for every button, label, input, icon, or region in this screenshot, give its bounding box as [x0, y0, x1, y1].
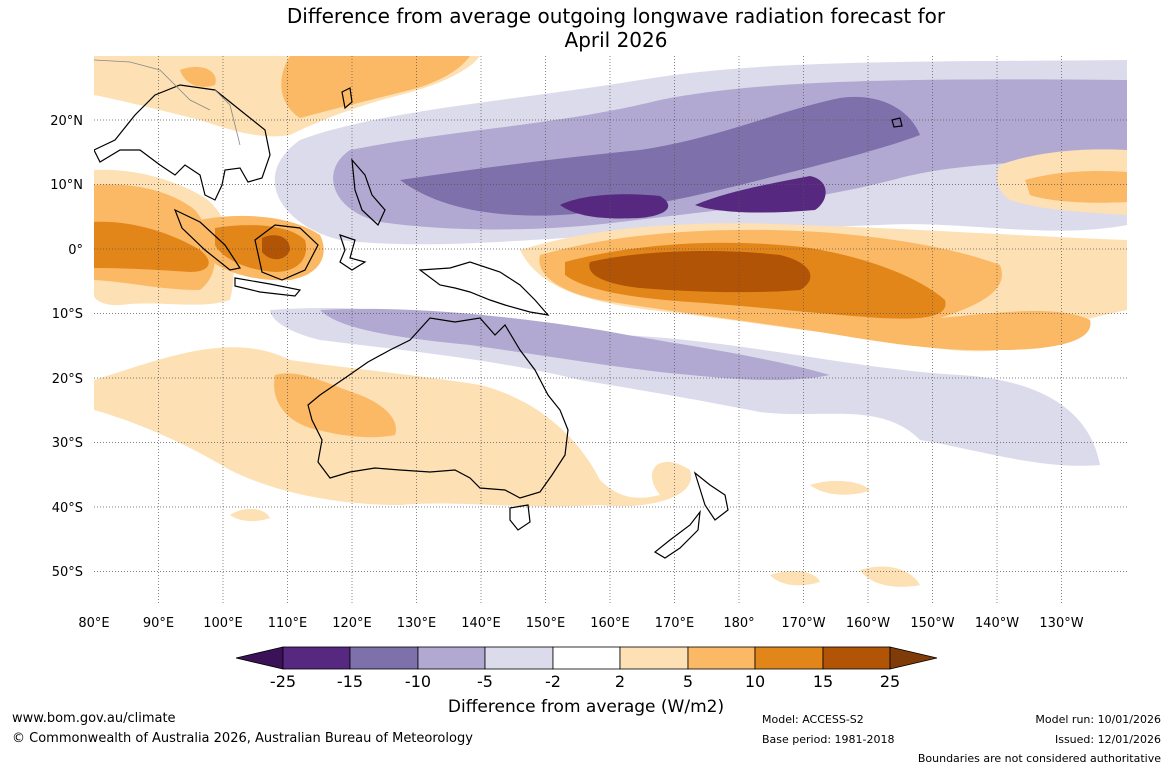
lon-label: 90°E	[143, 616, 174, 631]
chart-title: Difference from average outgoing longwav…	[0, 4, 1173, 52]
lat-label: 20°N	[50, 114, 83, 129]
anomaly-region-medium-orange	[281, 56, 470, 118]
coast-australia	[307, 317, 569, 499]
colorbar-tick-label: -5	[477, 672, 493, 691]
model-run-date: Model run: 10/01/2026	[1035, 713, 1161, 726]
country-borders	[94, 59, 241, 146]
colorbar-segment	[822, 646, 891, 670]
title-line-1: Difference from average outgoing longwav…	[286, 4, 946, 28]
anomaly-region-deep-orange	[262, 235, 290, 260]
coast-mainland-asia	[94, 84, 271, 201]
website-link[interactable]: www.bom.gov.au/climate	[12, 711, 176, 726]
coast-philippines	[351, 158, 386, 227]
anomaly-region-deep-purple	[695, 176, 826, 213]
anomaly-region-light-orange	[860, 566, 920, 587]
anomaly-region-light-orange	[230, 508, 270, 522]
model-name: Model: ACCESS-S2	[762, 713, 864, 726]
lat-label: 50°S	[52, 565, 83, 580]
lon-label: 140°E	[461, 616, 501, 631]
colorbar: -25 -15 -10 -5 -2 2 5 10 15 25 Differenc…	[235, 646, 938, 717]
lon-label: 80°E	[78, 616, 109, 631]
coast-new-zealand-south	[653, 509, 701, 559]
lon-label: 110°E	[268, 616, 308, 631]
colorbar-tick-label: 10	[745, 672, 765, 691]
title-line-2: April 2026	[564, 28, 668, 52]
coast-tasmania	[509, 504, 531, 531]
latitude-axis: 20°N 10°N 0° 10°S 20°S 30°S 40°S 50°S	[50, 114, 83, 580]
lon-label: 160°W	[846, 616, 890, 631]
lon-label: 150°W	[910, 616, 954, 631]
lat-label: 10°N	[50, 178, 83, 193]
colorbar-low-extension	[235, 646, 284, 670]
anomaly-region-light-orange	[770, 570, 820, 586]
anomaly-region-dark-orange	[94, 221, 209, 272]
anomaly-region-light-purple	[270, 307, 1100, 466]
lon-label: 150°E	[526, 616, 566, 631]
lon-label: 170°E	[655, 616, 695, 631]
base-period: Base period: 1981-2018	[762, 733, 895, 746]
colorbar-high-extension	[889, 646, 938, 670]
lon-label: 160°E	[590, 616, 630, 631]
lon-label: 140°W	[975, 616, 1019, 631]
lat-label: 30°S	[52, 436, 83, 451]
coast-hawaii	[891, 117, 903, 128]
lat-label: 0°	[68, 243, 83, 258]
lon-label: 100°E	[203, 616, 243, 631]
colorbar-segment	[754, 646, 824, 670]
colorbar-tick-label: -2	[545, 672, 561, 691]
anomaly-region-medium-orange	[1025, 170, 1127, 203]
colorbar-tick-label: -15	[337, 672, 363, 691]
lat-label: 10°S	[52, 307, 83, 322]
colorbar-tick-label: -25	[270, 672, 296, 691]
anomaly-region-deep-purple	[560, 194, 669, 219]
colorbar-tick-label: -10	[405, 672, 431, 691]
colorbar-segment	[282, 646, 351, 670]
anomaly-field	[94, 56, 1127, 603]
coast-sumatra	[173, 208, 241, 271]
longitude-axis: 80°E 90°E 100°E 110°E 120°E 130°E 140°E …	[78, 616, 1083, 631]
anomaly-region-medium-orange	[180, 66, 216, 87]
colorbar-tick-label: 15	[813, 672, 833, 691]
coast-new-zealand-north	[693, 471, 729, 521]
issued-date: Issued: 12/01/2026	[1054, 733, 1161, 746]
coastlines	[94, 84, 903, 559]
boundaries-disclaimer: Boundaries are not considered authoritat…	[917, 752, 1161, 765]
anomaly-region-dark-orange	[215, 225, 307, 272]
lon-label: 170°W	[781, 616, 825, 631]
lon-label: 180°	[723, 616, 754, 631]
copyright-text: © Commonwealth of Australia 2026, Austra…	[12, 731, 473, 746]
anomaly-region-deep-orange	[589, 250, 811, 293]
colorbar-segment	[687, 646, 756, 670]
lon-label: 130°W	[1039, 616, 1083, 631]
coast-new-guinea	[418, 261, 550, 316]
colorbar-segment	[417, 646, 486, 670]
anomaly-region-dark-purple	[400, 96, 920, 216]
colorbar-segment	[619, 646, 689, 670]
coast-java	[234, 277, 302, 297]
colorbar-segment	[484, 646, 554, 670]
lon-label: 130°E	[397, 616, 437, 631]
coast-sulawesi	[339, 234, 367, 271]
anomaly-region-light-orange	[810, 480, 870, 495]
colorbar-tick-label: 25	[880, 672, 900, 691]
anomaly-region-medium-purple	[320, 308, 830, 381]
colorbar-segment	[349, 646, 419, 670]
colorbar-tick-label: 5	[683, 672, 693, 691]
gridlines	[94, 56, 1127, 603]
lon-label: 120°E	[332, 616, 372, 631]
coast-borneo	[254, 224, 319, 281]
coast-taiwan	[341, 87, 353, 110]
colorbar-title: Difference from average (W/m2)	[448, 697, 724, 717]
anomaly-region-medium-orange	[274, 373, 396, 438]
lat-label: 40°S	[52, 501, 83, 516]
colorbar-segment	[552, 646, 621, 670]
colorbar-tick-label: 2	[615, 672, 625, 691]
lat-label: 20°S	[52, 372, 83, 387]
